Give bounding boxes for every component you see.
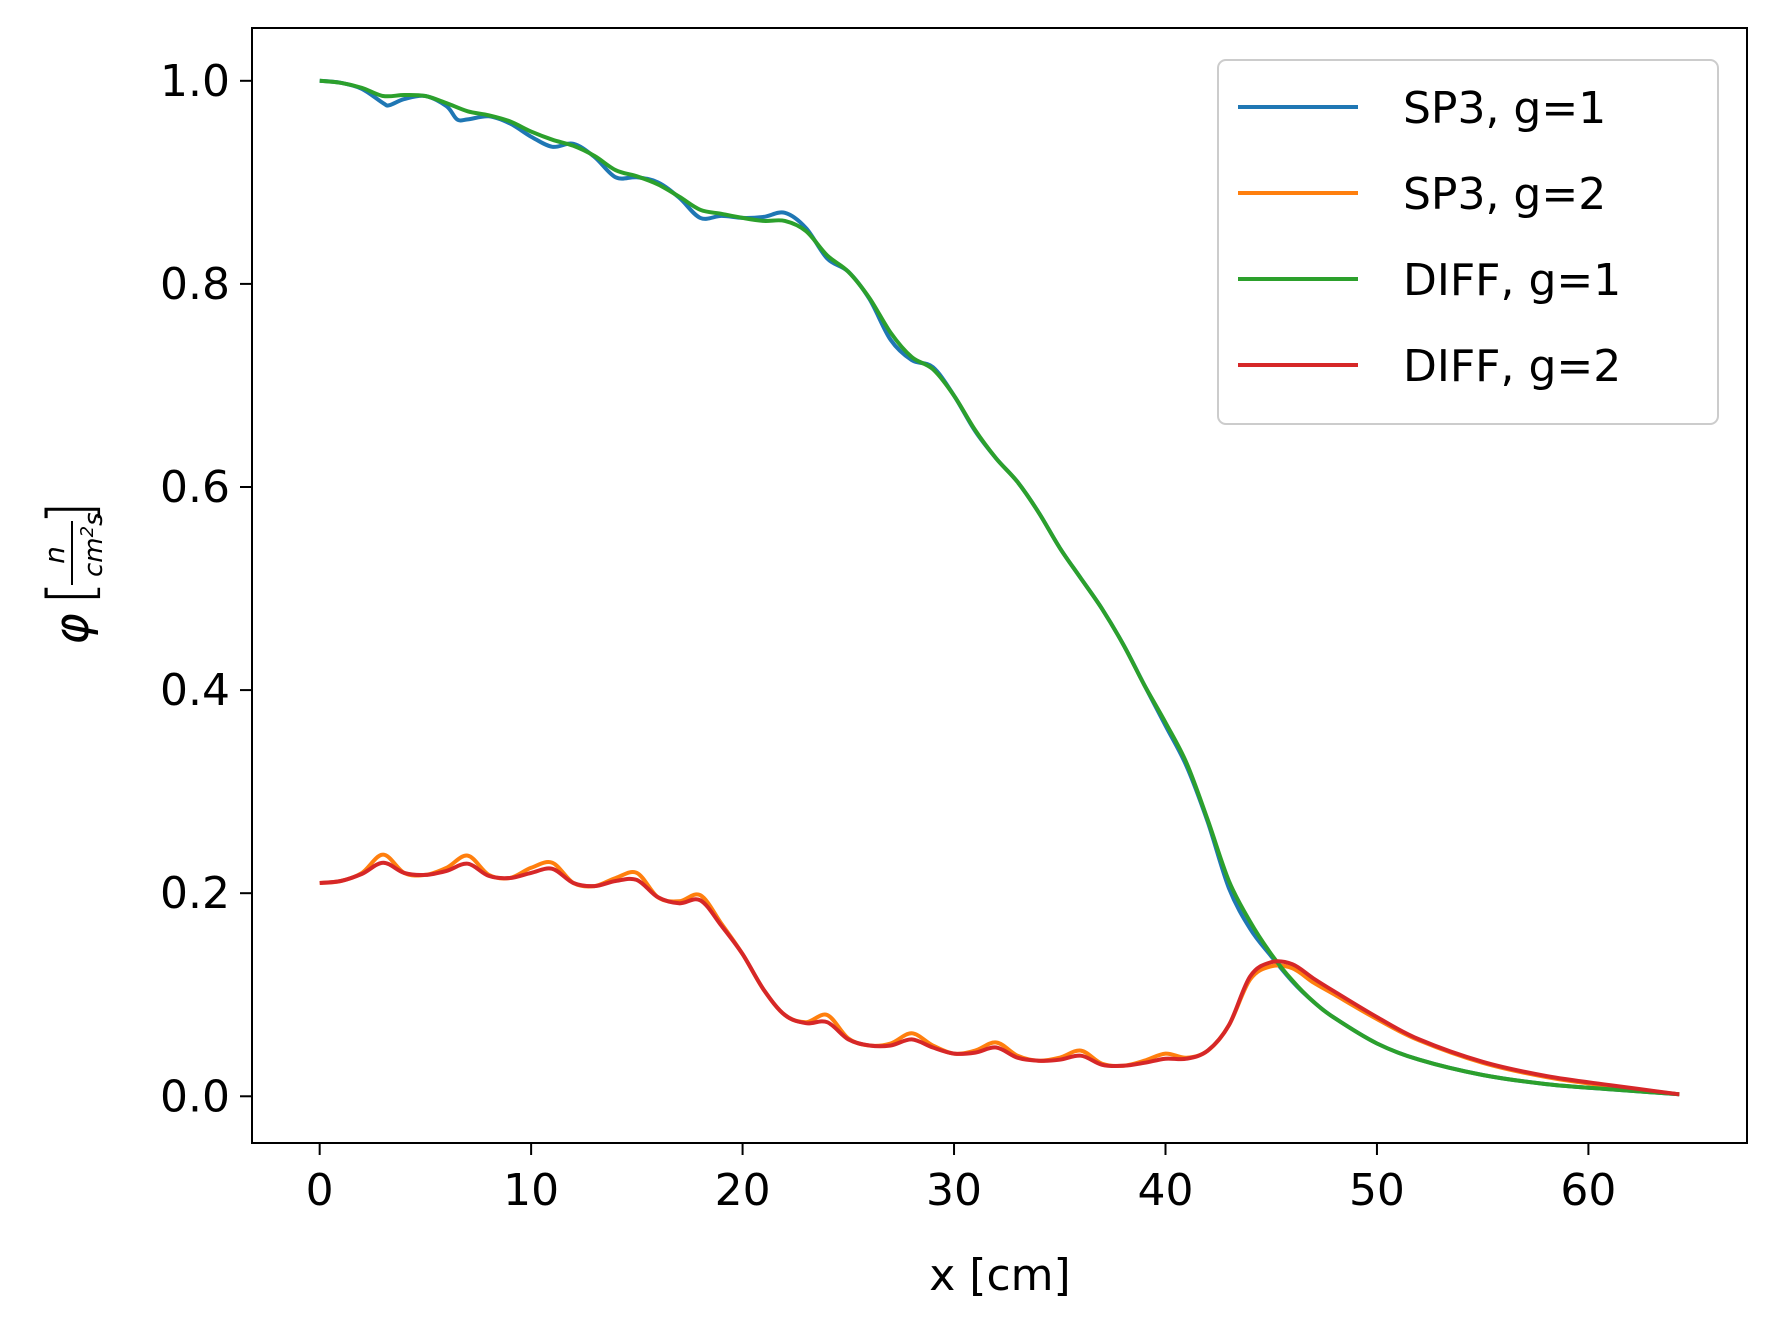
y-axis-label: φ [ n cm2s ] <box>34 501 109 645</box>
y-tick-label: 1.0 <box>160 56 230 107</box>
x-tick-label: 30 <box>926 1165 982 1216</box>
x-tick-label: 10 <box>503 1165 559 1216</box>
legend-box <box>1217 59 1719 425</box>
legend-entries: SP3, g=1 SP3, g=2 DIFF, g=1 DIFF, g=2 <box>1238 83 1621 392</box>
y-tick-label: 0.2 <box>160 868 230 919</box>
x-tick-label: 40 <box>1137 1165 1193 1216</box>
y-tick-label: 0.8 <box>160 259 230 310</box>
y-axis-label-den-cm: cm <box>79 537 109 577</box>
y-axis-label-right-bracket: ] <box>34 501 107 525</box>
legend: SP3, g=1 SP3, g=2 DIFF, g=1 DIFF, g=2 <box>1217 59 1719 425</box>
y-tick-label: 0.6 <box>160 462 230 513</box>
plot-frame <box>251 27 1748 1144</box>
y-tick-label: 0.4 <box>160 665 230 716</box>
y-axis-label-denominator: cm2s <box>77 512 109 577</box>
y-axis-label-den-sup: 2 <box>77 526 98 537</box>
x-tick-label: 60 <box>1560 1165 1616 1216</box>
series-line-3 <box>319 78 1680 1097</box>
y-axis-ticks: 0.0 0.2 0.4 0.6 0.8 1.0 <box>160 56 252 1122</box>
legend-label-4: DIFF, g=2 <box>1403 341 1621 392</box>
x-axis-ticks: 0 10 20 30 40 50 60 <box>306 1143 1616 1216</box>
legend-label-1: SP3, g=1 <box>1403 83 1606 134</box>
y-axis-label-left-bracket: [ <box>34 581 107 605</box>
legend-label-2: SP3, g=2 <box>1403 169 1606 220</box>
x-tick-label: 50 <box>1349 1165 1405 1216</box>
y-axis-label-den-s: s <box>79 512 109 526</box>
x-axis-label: x [cm] <box>929 1250 1070 1301</box>
series-line-4 <box>319 860 1680 1097</box>
x-tick-label: 0 <box>306 1165 334 1216</box>
y-axis-label-phi: φ <box>44 613 100 645</box>
legend-label-3: DIFF, g=1 <box>1403 255 1621 306</box>
y-tick-label: 0.0 <box>160 1071 230 1122</box>
y-axis-label-numerator: n <box>38 546 71 564</box>
series-layer <box>319 78 1680 1097</box>
x-tick-label: 20 <box>715 1165 771 1216</box>
